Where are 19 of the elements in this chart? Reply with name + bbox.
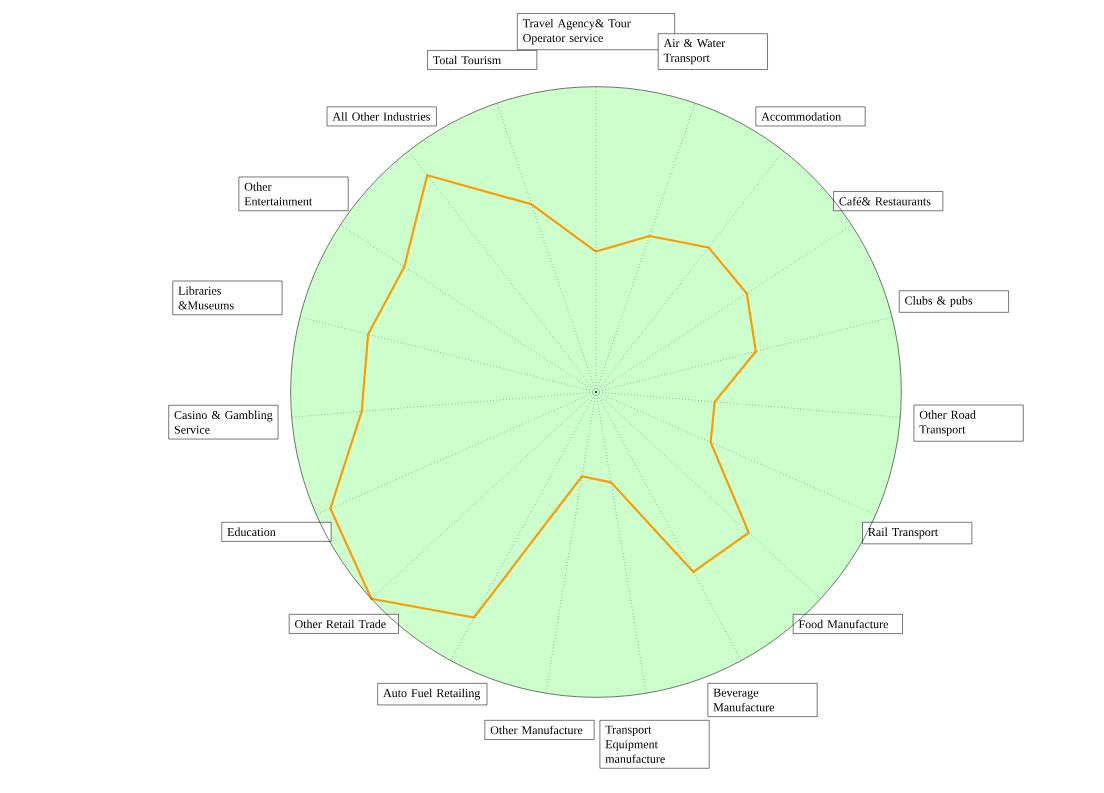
spoke-label: Food Manufacture <box>798 619 889 629</box>
spoke-label: Other Manufacture <box>490 725 583 735</box>
spoke-label: Rail Transport <box>868 527 939 539</box>
spoke-label: Air & Water Transport <box>663 38 726 65</box>
spoke-label: Libraries &Museums <box>178 286 234 310</box>
spoke-label: Total Tourism <box>433 55 502 65</box>
spoke-label: Other Entertainment <box>244 182 313 206</box>
spoke-label: Education <box>227 527 276 536</box>
spoke-label: All Other Industries <box>332 112 430 121</box>
spoke-label: Casino & Gambling Service <box>174 410 273 434</box>
spoke-label: Beverage Manufacture <box>713 688 775 712</box>
spoke-label: Café& Restaurants <box>839 196 931 206</box>
spoke-label: Other Road Transport <box>919 410 976 436</box>
spoke-label: Other Retail Trade <box>295 619 386 628</box>
spoke-label: Travel Agency& Tour Operator service <box>522 18 631 45</box>
spoke-label: Clubs & pubs <box>905 295 973 307</box>
spoke-label: Transport Equipment manufacture <box>605 725 665 763</box>
spoke-label: Accommodation <box>761 112 842 121</box>
spoke-label: Auto Fuel Retailing <box>383 688 481 700</box>
